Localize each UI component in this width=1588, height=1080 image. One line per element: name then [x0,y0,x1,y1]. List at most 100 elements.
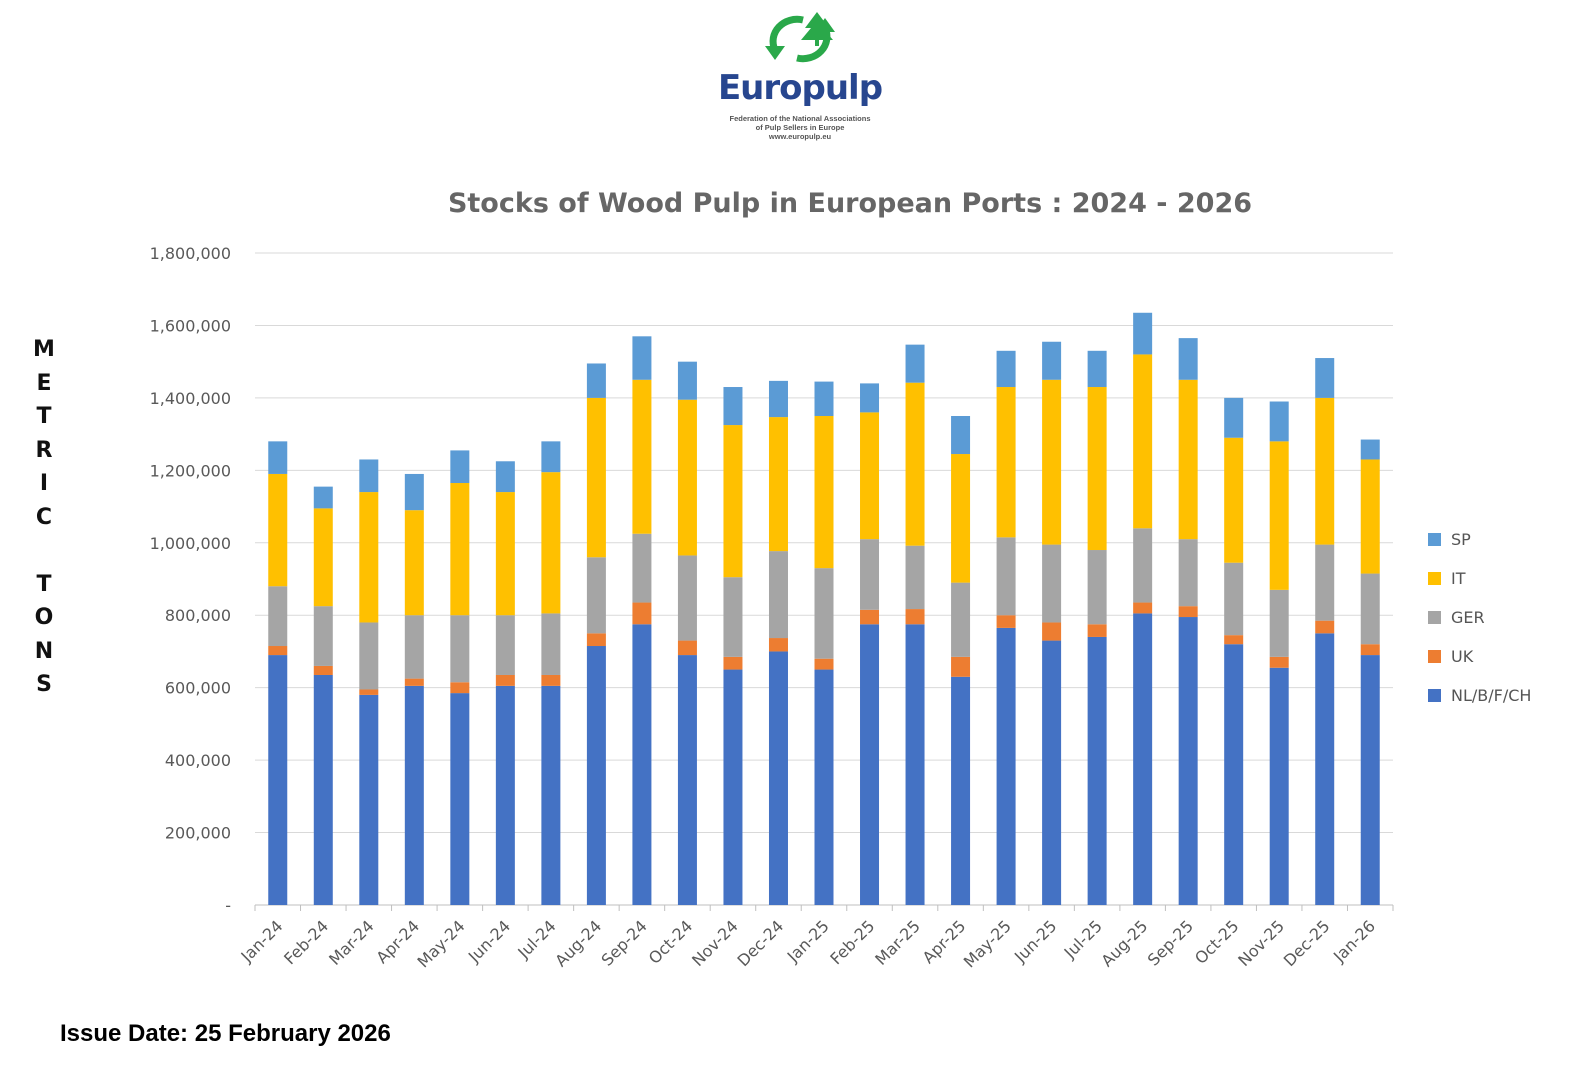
bar-segment [860,624,880,905]
bar-segment [814,381,834,416]
bar-segment [1315,620,1335,634]
recycle-trees-icon [765,12,835,63]
y-tick-label: 1,800,000 [150,244,231,263]
bar-segment [404,685,424,905]
bar-segment [1042,544,1062,623]
bar-segment [450,483,470,616]
bar-segment [1269,656,1289,668]
bar-segment [723,669,743,905]
x-tick-label: Dec-25 [1280,916,1334,970]
bar-segment [677,555,697,641]
bar-segment [1178,539,1198,607]
x-tick-label: Nov-24 [688,916,742,970]
y-axis-label-letter: T [36,571,52,597]
bar-segment [860,383,880,413]
bar-segment [677,655,697,905]
bar-segment [359,459,379,493]
legend-swatch [1428,689,1441,702]
y-tick-label: 1,400,000 [150,389,231,408]
bar-segment [495,615,515,675]
y-tick-label: 1,600,000 [150,316,231,335]
bar-segment [951,676,971,905]
bar-segment [951,416,971,455]
bar-segment [1360,439,1380,460]
x-tick-label: Mar-25 [871,916,924,969]
bar-segment [404,615,424,679]
y-axis-label-letter: C [35,504,53,530]
bar-segment [1042,640,1062,905]
y-tick-label: 400,000 [165,751,231,770]
x-tick-label: Jan-25 [783,916,833,966]
bar-segment [1087,387,1107,551]
bar-segment [359,689,379,695]
y-axis-label-letter: T [36,404,52,429]
x-tick-label: Feb-24 [280,916,332,968]
bar-segment [313,674,333,905]
bar-segment [541,674,561,686]
bar-segment [632,602,652,625]
bar-segment [996,537,1016,616]
bar-segment [996,350,1016,388]
bar-segment [1269,589,1289,657]
legend-item: UK [1428,637,1531,676]
bar-segment [313,508,333,607]
bar-segment [768,417,788,552]
bar-segment [1360,655,1380,905]
bar-segment [313,665,333,675]
bar-segment [450,693,470,905]
bar-segment [1269,667,1289,905]
y-tick-label: 800,000 [165,606,231,625]
bar-segment [1042,622,1062,641]
bar-segment [586,363,606,398]
y-axis-label-letter: I [39,471,49,496]
bar-segment [905,545,925,610]
legend-swatch [1428,572,1441,585]
y-axis-label-letter: M [33,337,55,362]
bar-segment [768,638,788,652]
bar-segment [951,656,971,677]
y-axis-label-letter: R [35,437,53,463]
legend-item: GER [1428,598,1531,637]
legend-label: GER [1451,608,1485,627]
x-tick-label: Jun-24 [464,916,514,966]
bar-segment [905,624,925,905]
bar-segment [359,694,379,905]
bar-segment [1087,350,1107,388]
y-axis-label-letter: E [36,370,52,396]
bar-segment [541,613,561,675]
bar-segment [723,425,743,578]
x-tick-label: Aug-24 [551,916,605,970]
bar-segment [1269,441,1289,590]
bar-segment [1224,437,1244,563]
bar-segment [632,624,652,905]
bar-segment [359,492,379,623]
bar-segment [723,387,743,426]
bar-segment [951,582,971,657]
bar-segment [1133,613,1153,905]
logo-subtitle-line: Federation of the National Associations [729,114,871,123]
bar-segment [1178,338,1198,380]
y-tick-label: 200,000 [165,824,231,843]
bar-segment [814,416,834,569]
logo-website: www.europulp.eu [768,132,832,141]
bar-segment [1224,562,1244,636]
bar-segment [541,472,561,614]
bar-segment [268,473,288,587]
bar-segment [768,380,788,418]
bar-segment [1042,341,1062,380]
bar-segment [723,577,743,657]
bar-segment [541,441,561,473]
bar-segment [268,655,288,905]
bar-segment [677,399,697,556]
bar-segment [1087,636,1107,905]
bar-segment [541,685,561,905]
bar-segment [632,379,652,534]
chart-legend: SP IT GER UK NL/B/F/CH [1428,520,1531,715]
legend-label: UK [1451,647,1474,666]
x-tick-label: Oct-24 [645,916,696,967]
bar-segment [905,382,925,546]
bar-segment [495,685,515,905]
bar-segment [1315,358,1335,398]
bar-segment [313,486,333,509]
x-tick-label: Sep-25 [1144,916,1197,969]
